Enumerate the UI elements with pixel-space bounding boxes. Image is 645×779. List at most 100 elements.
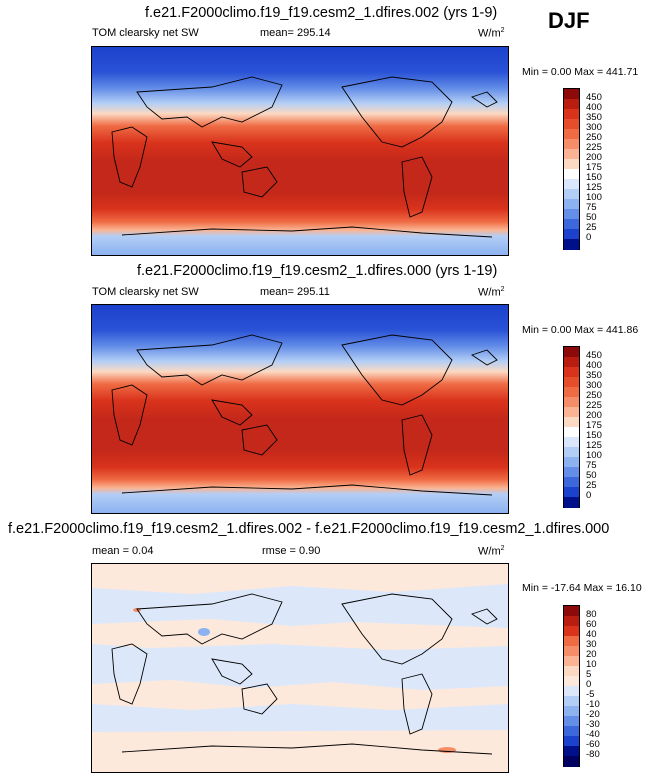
colorbar-tick-label: 225 (586, 400, 602, 411)
colorbar-swatch (564, 397, 579, 408)
colorbar-tick-label: -40 (586, 729, 600, 740)
colorbar-tick-label: -80 (586, 749, 600, 760)
panel-3-units: W/m2 (478, 545, 505, 558)
panel-2-colorbar (563, 346, 580, 508)
panel-3-rmse-label: rmse = 0.90 (262, 545, 321, 557)
panel-3-minmax: Min = -17.64 Max = 16.10 (522, 582, 642, 594)
colorbar-tick-label: 175 (586, 162, 602, 173)
season-label: DJF (548, 8, 590, 33)
colorbar-tick-label: 0 (586, 232, 592, 243)
panel-1-colorbar-ticks: 450 400 350 300 250 225 200 175 150 125 100 75 50 25 0 (586, 88, 626, 250)
colorbar-swatch (564, 636, 579, 647)
panel-2-coastlines (111, 334, 498, 496)
colorbar-tick-label: 450 (586, 92, 602, 103)
panel-2-colorbar-ticks: 450 400 350 300 250 225 200 175 150 125 100 75 50 25 0 (586, 346, 626, 508)
colorbar-swatch (564, 706, 579, 717)
colorbar-swatch (564, 736, 579, 747)
colorbar-swatch (564, 209, 579, 220)
colorbar-swatch (564, 646, 579, 657)
colorbar-swatch (564, 467, 579, 478)
panel-2-mean-label: mean= 295.11 (260, 286, 330, 298)
colorbar-tick-label: 75 (586, 460, 597, 471)
panel-3-map (91, 563, 509, 773)
colorbar-swatch (564, 229, 579, 240)
panel-1-field (92, 47, 508, 255)
panel-1-coastlines (111, 76, 498, 238)
colorbar-swatch (564, 129, 579, 140)
colorbar-swatch (564, 407, 579, 418)
panel-3-mean-label: mean = 0.04 (92, 545, 154, 557)
colorbar-swatch (564, 696, 579, 707)
colorbar-tick-label: 300 (586, 380, 602, 391)
colorbar-swatch (564, 357, 579, 368)
colorbar-tick-label: -5 (586, 689, 595, 700)
colorbar-tick-label: 20 (586, 649, 597, 660)
colorbar-swatch (564, 367, 579, 378)
panel-2-variable-label: TOM clearsky net SW (92, 286, 199, 298)
panel-2-units: W/m2 (478, 286, 505, 299)
colorbar-swatch (564, 179, 579, 190)
colorbar-tick-label: 200 (586, 152, 602, 163)
colorbar-tick-label: 150 (586, 172, 602, 183)
colorbar-tick-label: -60 (586, 739, 600, 750)
colorbar-swatch (564, 746, 579, 757)
panel-1-mean-label: mean= 295.14 (260, 27, 331, 39)
colorbar-tick-label: 0 (586, 490, 592, 501)
colorbar-tick-label: -20 (586, 709, 600, 720)
colorbar-swatch (564, 477, 579, 488)
colorbar-swatch (564, 387, 579, 398)
colorbar-swatch (564, 99, 579, 110)
colorbar-swatch (564, 686, 579, 697)
panel-3-colorbar (563, 605, 580, 767)
colorbar-swatch (564, 169, 579, 180)
panel-2-title: f.e21.F2000climo.f19_f19.cesm2_1.dfires.… (137, 263, 498, 279)
panel-2-minmax: Min = 0.00 Max = 441.86 (522, 324, 639, 336)
panel-2-field (92, 305, 508, 513)
colorbar-tick-label: 125 (586, 182, 602, 193)
colorbar-tick-label: 125 (586, 440, 602, 451)
panel-3-title: f.e21.F2000climo.f19_f19.cesm2_1.dfires.… (8, 521, 610, 537)
colorbar-swatch (564, 377, 579, 388)
colorbar-tick-label: 400 (586, 360, 602, 371)
colorbar-swatch (564, 666, 579, 677)
colorbar-tick-label: 400 (586, 102, 602, 113)
colorbar-swatch (564, 239, 579, 250)
colorbar-tick-label: 50 (586, 212, 597, 223)
colorbar-swatch (564, 457, 579, 468)
colorbar-tick-label: 100 (586, 192, 602, 203)
colorbar-swatch (564, 497, 579, 508)
colorbar-tick-label: 30 (586, 639, 597, 650)
colorbar-swatch (564, 159, 579, 170)
colorbar-swatch (564, 189, 579, 200)
colorbar-tick-label: -10 (586, 699, 600, 710)
colorbar-swatch (564, 616, 579, 627)
colorbar-swatch (564, 437, 579, 448)
colorbar-tick-label: 25 (586, 222, 597, 233)
colorbar-tick-label: 250 (586, 390, 602, 401)
colorbar-tick-label: 60 (586, 619, 597, 630)
colorbar-swatch (564, 656, 579, 667)
panel-1-colorbar (563, 88, 580, 250)
colorbar-swatch (564, 347, 579, 358)
colorbar-tick-label: 40 (586, 629, 597, 640)
colorbar-swatch (564, 606, 579, 617)
colorbar-tick-label: -30 (586, 719, 600, 730)
colorbar-swatch (564, 199, 579, 210)
panel-1-variable-label: TOM clearsky net SW (92, 27, 199, 39)
colorbar-tick-label: 150 (586, 430, 602, 441)
colorbar-tick-label: 250 (586, 132, 602, 143)
colorbar-tick-label: 50 (586, 470, 597, 481)
panel-3-coastlines (111, 593, 498, 755)
colorbar-swatch (564, 726, 579, 737)
colorbar-tick-label: 5 (586, 669, 592, 680)
colorbar-swatch (564, 716, 579, 727)
colorbar-tick-label: 0 (586, 679, 592, 690)
colorbar-tick-label: 25 (586, 480, 597, 491)
colorbar-tick-label: 450 (586, 350, 602, 361)
colorbar-tick-label: 350 (586, 112, 602, 123)
colorbar-tick-label: 80 (586, 609, 597, 620)
colorbar-swatch (564, 487, 579, 498)
panel-3-colorbar-ticks: 80 60 40 30 20 10 5 0 -5 -10 -20 -30 -40 -60 -80 (586, 605, 626, 767)
colorbar-swatch (564, 219, 579, 230)
colorbar-tick-label: 175 (586, 420, 602, 431)
